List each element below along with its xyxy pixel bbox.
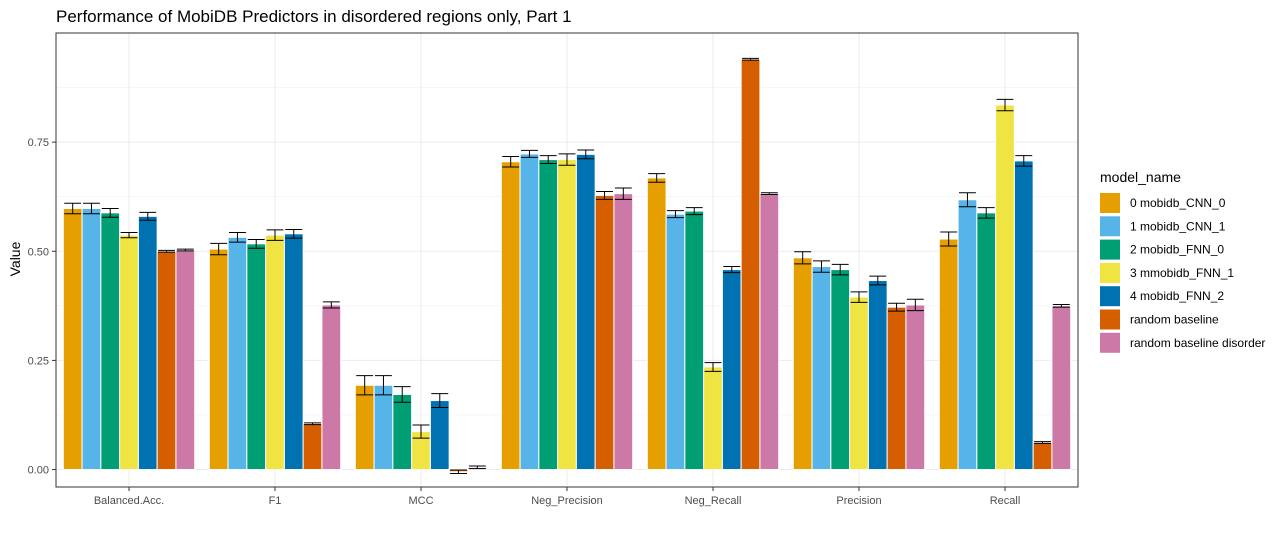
bar xyxy=(575,153,596,471)
x-tick-label: Neg_Precision xyxy=(531,495,603,507)
bar xyxy=(119,234,139,471)
bar xyxy=(354,384,375,471)
y-tick-label: 0.50 xyxy=(28,246,49,258)
legend-key xyxy=(1100,262,1120,283)
legend-label: 3 mmobidb_FNN_1 xyxy=(1130,266,1234,280)
bar xyxy=(100,212,121,471)
bar xyxy=(792,257,813,471)
bar xyxy=(175,249,196,471)
x-tick-label: MCC xyxy=(408,495,433,507)
bar xyxy=(830,269,851,471)
bar xyxy=(557,159,577,471)
bar xyxy=(392,393,413,471)
bar xyxy=(957,199,978,471)
legend-label: 2 mobidb_FNN_0 xyxy=(1130,243,1224,257)
bar xyxy=(265,234,285,471)
bar xyxy=(721,269,742,471)
bar xyxy=(1013,160,1034,471)
bar xyxy=(519,153,540,471)
bar xyxy=(886,306,907,471)
y-tick-label: 0.25 xyxy=(28,355,49,367)
y-tick-label: 0.00 xyxy=(28,465,49,477)
x-tick-label: Neg_Recall xyxy=(685,495,742,507)
legend-key xyxy=(1100,239,1120,260)
bar xyxy=(740,58,761,471)
bar xyxy=(500,161,521,471)
legend: model_name 0 mobidb_CNN_0 1 mobidb_CNN_1 2… xyxy=(1100,169,1265,353)
bar xyxy=(373,384,394,471)
bar xyxy=(62,207,83,471)
y-axis-label: Value xyxy=(7,241,23,276)
panel-border xyxy=(55,32,1079,488)
bar xyxy=(1032,441,1053,471)
bar xyxy=(227,236,248,471)
legend-key xyxy=(1100,332,1120,353)
bar xyxy=(867,280,888,471)
bar xyxy=(321,304,342,471)
legend-label: 4 mobidb_FNN_2 xyxy=(1130,289,1224,303)
bar xyxy=(684,210,705,471)
plot-area: 0.00 0.25 0.50 0.75 Balanced.Acc. F1 MCC Neg_Pr… xyxy=(28,32,1079,507)
chart-title: Performance of MobiDB Predictors in diso… xyxy=(56,7,572,26)
legend-label: random baseline xyxy=(1130,313,1219,327)
bar xyxy=(429,400,450,471)
legend-key xyxy=(1100,193,1120,213)
x-tick-label: Precision xyxy=(836,495,881,507)
bar xyxy=(703,366,723,471)
bar xyxy=(995,104,1015,471)
bar xyxy=(938,238,959,471)
bar xyxy=(208,248,229,471)
legend-key xyxy=(1100,286,1120,307)
bar xyxy=(665,213,686,471)
bar xyxy=(137,215,158,471)
legend-label: random baseline disorder xyxy=(1130,336,1265,350)
bar xyxy=(246,243,267,471)
x-tick-label: Recall xyxy=(990,495,1021,507)
bar xyxy=(849,296,869,471)
bar xyxy=(1051,305,1072,471)
x-tick-label: F1 xyxy=(269,495,282,507)
bar xyxy=(302,423,323,471)
bar xyxy=(613,193,634,471)
bar xyxy=(811,266,832,471)
x-tick-label: Balanced.Acc. xyxy=(94,495,164,507)
legend-label: 0 mobidb_CNN_0 xyxy=(1130,196,1226,210)
bar xyxy=(594,194,615,471)
bar xyxy=(283,233,304,471)
bar xyxy=(538,159,559,471)
legend-label: 1 mobidb_CNN_1 xyxy=(1130,219,1226,233)
y-tick-label: 0.75 xyxy=(28,137,49,149)
legend-title: model_name xyxy=(1100,169,1181,185)
bar xyxy=(156,250,177,471)
bar xyxy=(646,177,667,471)
bar xyxy=(81,207,102,471)
bar xyxy=(759,193,780,471)
legend-key xyxy=(1100,216,1120,237)
bar xyxy=(976,212,997,471)
legend-key xyxy=(1100,309,1120,330)
bar xyxy=(905,304,926,471)
